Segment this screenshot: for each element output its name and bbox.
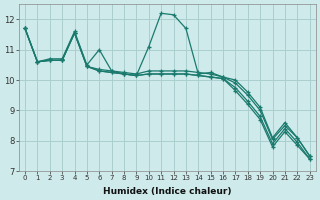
X-axis label: Humidex (Indice chaleur): Humidex (Indice chaleur)	[103, 187, 232, 196]
